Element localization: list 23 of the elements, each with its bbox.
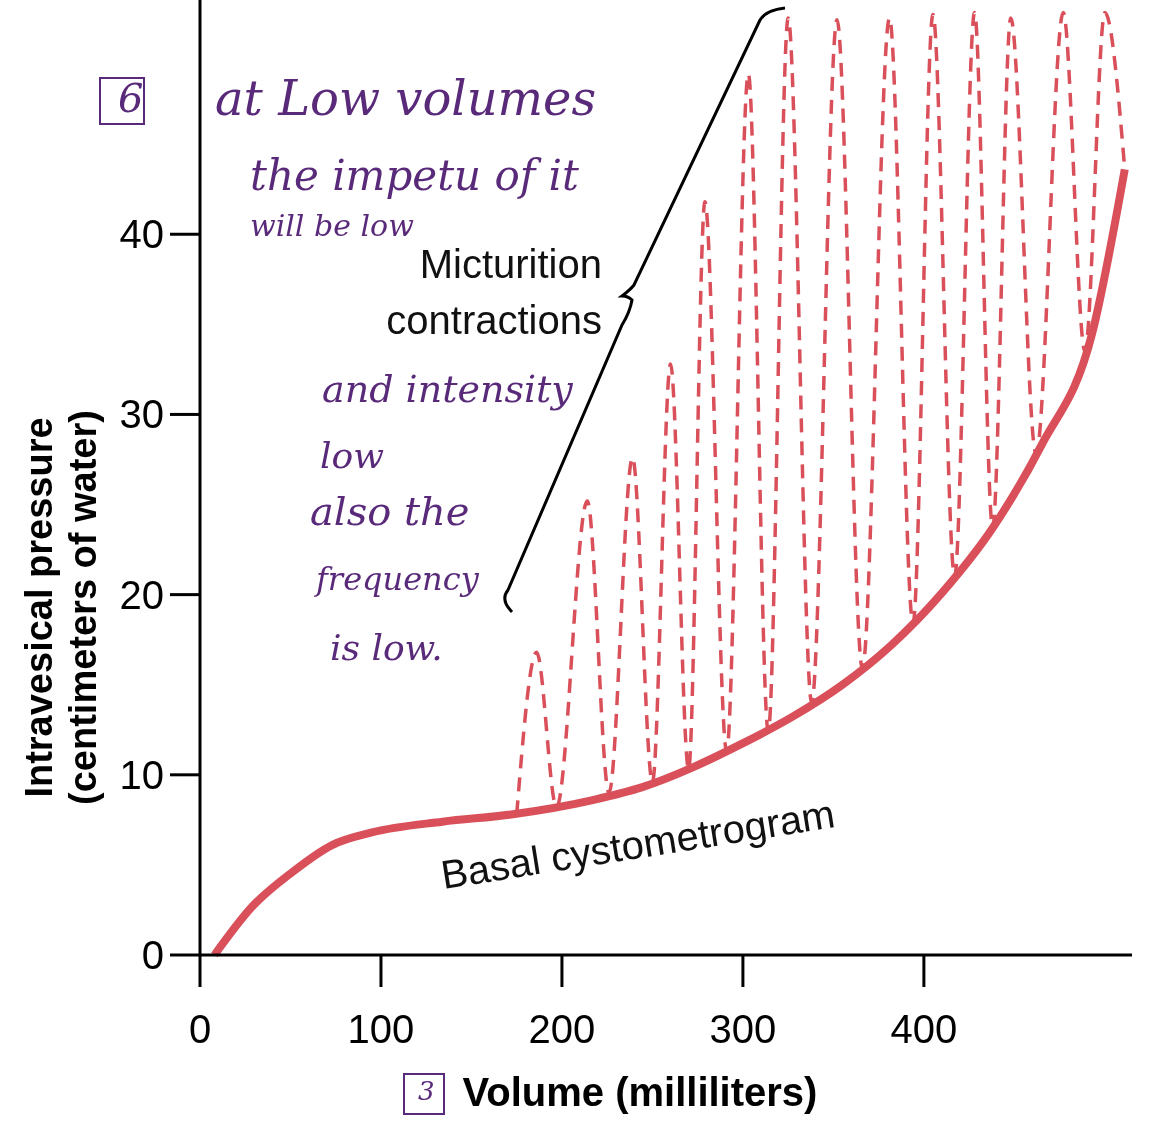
text: 6 bbox=[118, 75, 144, 121]
y-tick-label: 0 bbox=[141, 933, 164, 977]
annotation: frequency bbox=[314, 560, 480, 598]
x-tick-label: 400 bbox=[890, 1007, 958, 1051]
x-tick-label: 100 bbox=[347, 1007, 415, 1051]
annotation: at Low volumes bbox=[215, 70, 597, 126]
series-label: Micturition contractions bbox=[386, 242, 602, 342]
annotation: also the bbox=[310, 488, 470, 534]
y-tick-label: 40 bbox=[119, 212, 164, 257]
annotation: and intensity bbox=[322, 367, 574, 411]
annotation: the impetu of it bbox=[250, 151, 580, 200]
y-tick-label: 30 bbox=[119, 392, 164, 437]
annotation: is low. bbox=[330, 627, 443, 668]
annotation: will be low bbox=[250, 208, 415, 243]
x-tick-label: 300 bbox=[709, 1007, 777, 1051]
annotation: low bbox=[320, 435, 385, 476]
text: 3 bbox=[418, 1076, 435, 1106]
x-tick-label: 0 bbox=[188, 1007, 212, 1051]
x-tick-label: 200 bbox=[528, 1007, 596, 1051]
y-tick-label: 10 bbox=[119, 752, 164, 797]
y-axis-title: Intravesical pressure (centimeters of water) bbox=[18, 410, 104, 805]
x-axis-title: Volume (milliliters) bbox=[462, 1070, 818, 1114]
y-tick-label: 20 bbox=[119, 572, 164, 617]
